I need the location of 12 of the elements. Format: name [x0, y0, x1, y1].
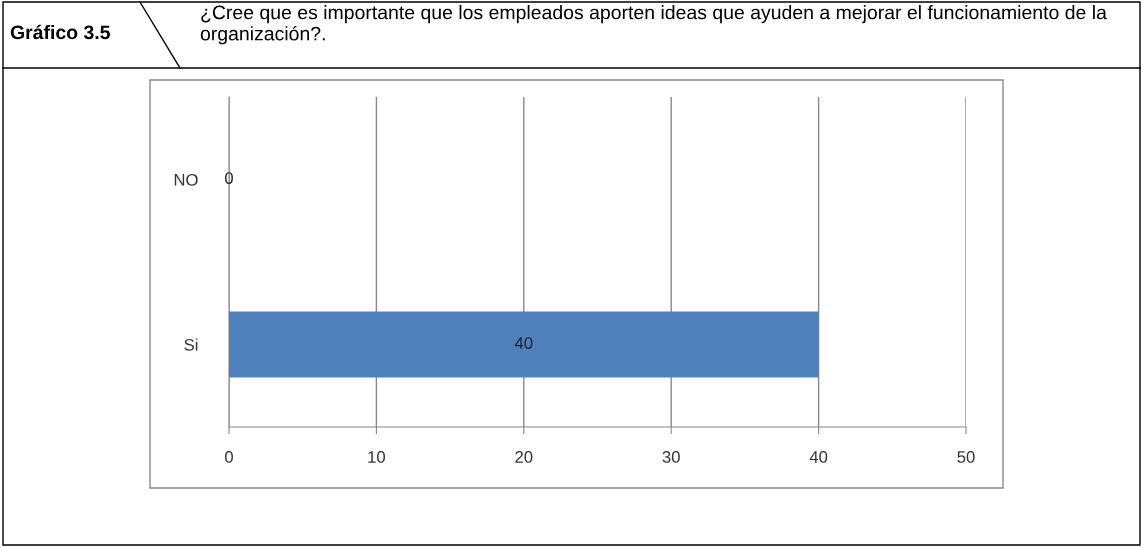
- data-label: 0: [225, 172, 233, 184]
- y-tick-label: NO: [174, 173, 198, 186]
- chart-subtitle: ¿Cree que es importante que los empleados aporten ideas que ayuden a mejorar el funcionamiento de la organización?.: [200, 5, 1107, 45]
- x-tick-label: 20: [515, 451, 533, 463]
- text: Gráfico 3.5: [10, 24, 110, 40]
- data-label: 40: [514, 337, 533, 349]
- y-tick-label: Si: [184, 338, 198, 351]
- x-tick-label: 30: [662, 451, 680, 463]
- x-tick-label: 50: [957, 451, 975, 463]
- x-tick-label: 10: [368, 451, 386, 463]
- x-tick-label: 40: [809, 451, 828, 463]
- x-tick-label: 0: [225, 451, 233, 463]
